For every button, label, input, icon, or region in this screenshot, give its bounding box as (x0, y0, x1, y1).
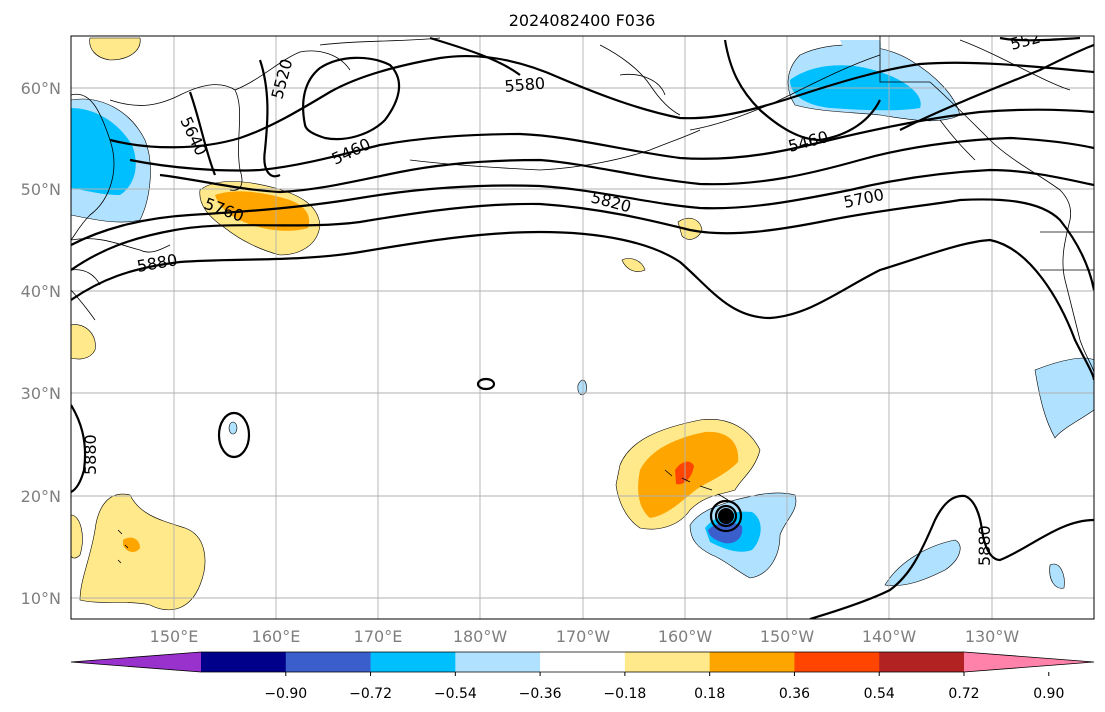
lon-label: 180°W (453, 627, 508, 646)
shade-negative-se (884, 539, 961, 586)
contour-label: 5880 (975, 525, 994, 566)
colorbar-tick-label: −0.72 (349, 686, 392, 702)
colorbar-segment (201, 652, 287, 672)
contour-label: 5580 (504, 74, 546, 96)
plot-frame (70, 35, 1095, 620)
shade-positive-top (89, 37, 141, 61)
height-contours (71, 36, 1094, 619)
lat-label: 60°N (21, 79, 61, 98)
lon-label: 140°W (862, 627, 917, 646)
shade-negative-small1 (577, 379, 587, 396)
shaded-fields (71, 37, 1094, 611)
shade-positive-sw (79, 493, 206, 611)
lon-labels: 150°E 160°E 170°E 180°W 170°W 160°W 150°… (150, 627, 1020, 646)
lat-labels: 60°N 50°N 40°N 30°N 20°N 10°N (21, 79, 61, 608)
colorbar-segment (879, 652, 965, 672)
tropical-center (718, 508, 734, 524)
lon-label: 160°W (658, 627, 713, 646)
shade-negative-top (840, 40, 881, 63)
colorbar-tick-label: 0.18 (694, 686, 725, 702)
lon-label: 130°W (965, 627, 1020, 646)
shade-negative-e (1034, 357, 1094, 439)
contour-label: 5460 (786, 127, 830, 156)
lon-label: 150°W (760, 627, 815, 646)
shade-positive-w (71, 324, 96, 360)
colorbar-outline (70, 651, 1095, 673)
colorbar-segment (455, 652, 541, 672)
contour-label: 5880 (135, 250, 178, 276)
colorbar-tick-label: 0.90 (1033, 686, 1064, 702)
colorbar-segment (794, 652, 880, 672)
gridlines (71, 36, 1094, 619)
shade-negative-se2 (1049, 563, 1065, 589)
colorbar-tick-label: −0.54 (434, 686, 477, 702)
lat-label: 20°N (21, 487, 61, 506)
lat-label: 40°N (21, 282, 61, 301)
colorbar-tick-label: 0.72 (948, 686, 979, 702)
lat-label: 30°N (21, 384, 61, 403)
shade-red-hawaii (675, 461, 694, 485)
lat-label: 50°N (21, 180, 61, 199)
lon-label: 170°E (354, 627, 403, 646)
lon-label: 150°E (150, 627, 199, 646)
shade-positive-sw-edge (71, 514, 83, 559)
shade-negative-small2 (228, 421, 238, 435)
contour-label: 5640 (176, 114, 210, 159)
colorbar-tick-label: −0.90 (264, 686, 307, 702)
colorbar-segment (370, 652, 456, 672)
colorbar-segment (624, 652, 711, 672)
colorbar-segment (709, 652, 795, 672)
colorbar-tick-label: 0.36 (779, 686, 810, 702)
colorbar-extend-low (71, 652, 201, 672)
coastlines (71, 36, 1094, 564)
colorbar-segment (285, 652, 372, 672)
lat-label: 10°N (21, 589, 61, 608)
shade-orange-sw (123, 537, 140, 552)
colorbar-tick-label: −0.36 (519, 686, 562, 702)
colorbar-tick-label: −0.18 (603, 686, 646, 702)
contour-label: 552 (1008, 28, 1042, 54)
shade-orange-kamchatka (215, 191, 310, 231)
contour-label: 5520 (268, 57, 297, 101)
shade-blue-nw (71, 108, 136, 195)
contour-label: 5880 (81, 434, 100, 475)
lon-label: 160°E (252, 627, 301, 646)
colorbar-extend-high (964, 652, 1094, 672)
shade-positive-small2 (621, 258, 646, 272)
colorbar-segment (540, 652, 626, 672)
map-title: 2024082400 F036 (509, 11, 656, 30)
colorbar: −0.90 −0.72 −0.54 −0.36 −0.18 0.18 0.36 0.54 0.7… (70, 651, 1095, 702)
lon-label: 170°W (556, 627, 611, 646)
colorbar-tick-label: 0.54 (864, 686, 895, 702)
shade-positive-small1 (677, 217, 703, 240)
